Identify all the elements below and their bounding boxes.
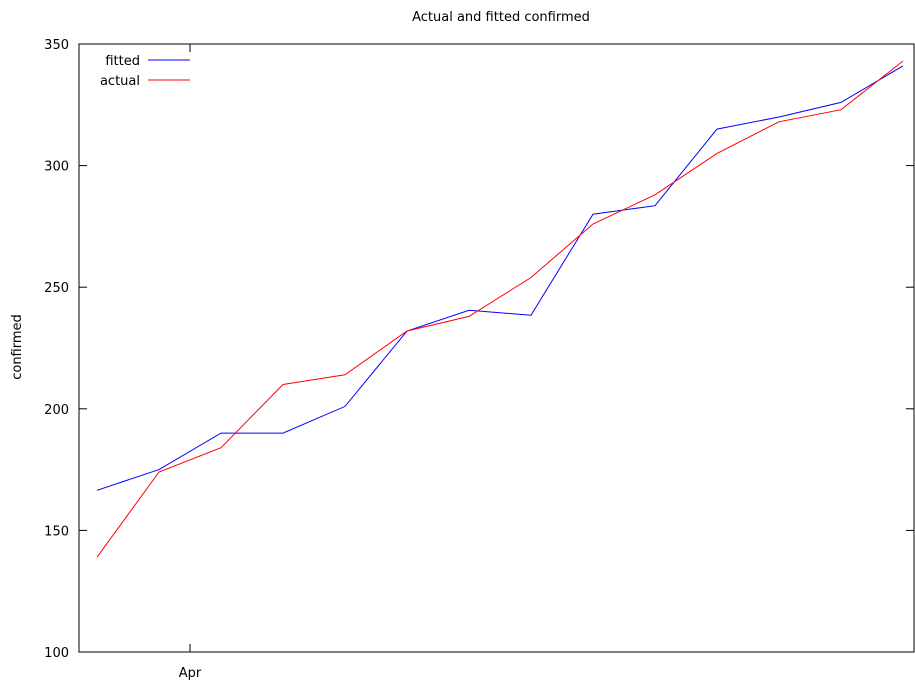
y-tick-label: 100: [44, 646, 69, 661]
x-axis: Apr: [179, 44, 202, 680]
y-tick-label: 250: [44, 281, 69, 296]
y-tick-label: 150: [44, 524, 69, 539]
x-tick-label: Apr: [179, 666, 202, 680]
chart-title: Actual and fitted confirmed: [412, 10, 590, 25]
y-axis-label: confirmed: [10, 314, 25, 380]
series-line-fitted: [96, 65, 904, 491]
legend-label-actual: actual: [100, 74, 140, 89]
legend-label-fitted: fitted: [105, 54, 140, 69]
series-line-actual: [96, 60, 904, 558]
y-axis: 100 150 200 250 300 350: [44, 38, 914, 661]
series-lines: [96, 60, 904, 558]
y-tick-label: 200: [44, 403, 69, 418]
legend: fitted actual: [100, 54, 190, 89]
y-tick-label: 300: [44, 160, 69, 175]
plot-frame: [78, 43, 915, 653]
y-tick-label: 350: [44, 38, 69, 53]
